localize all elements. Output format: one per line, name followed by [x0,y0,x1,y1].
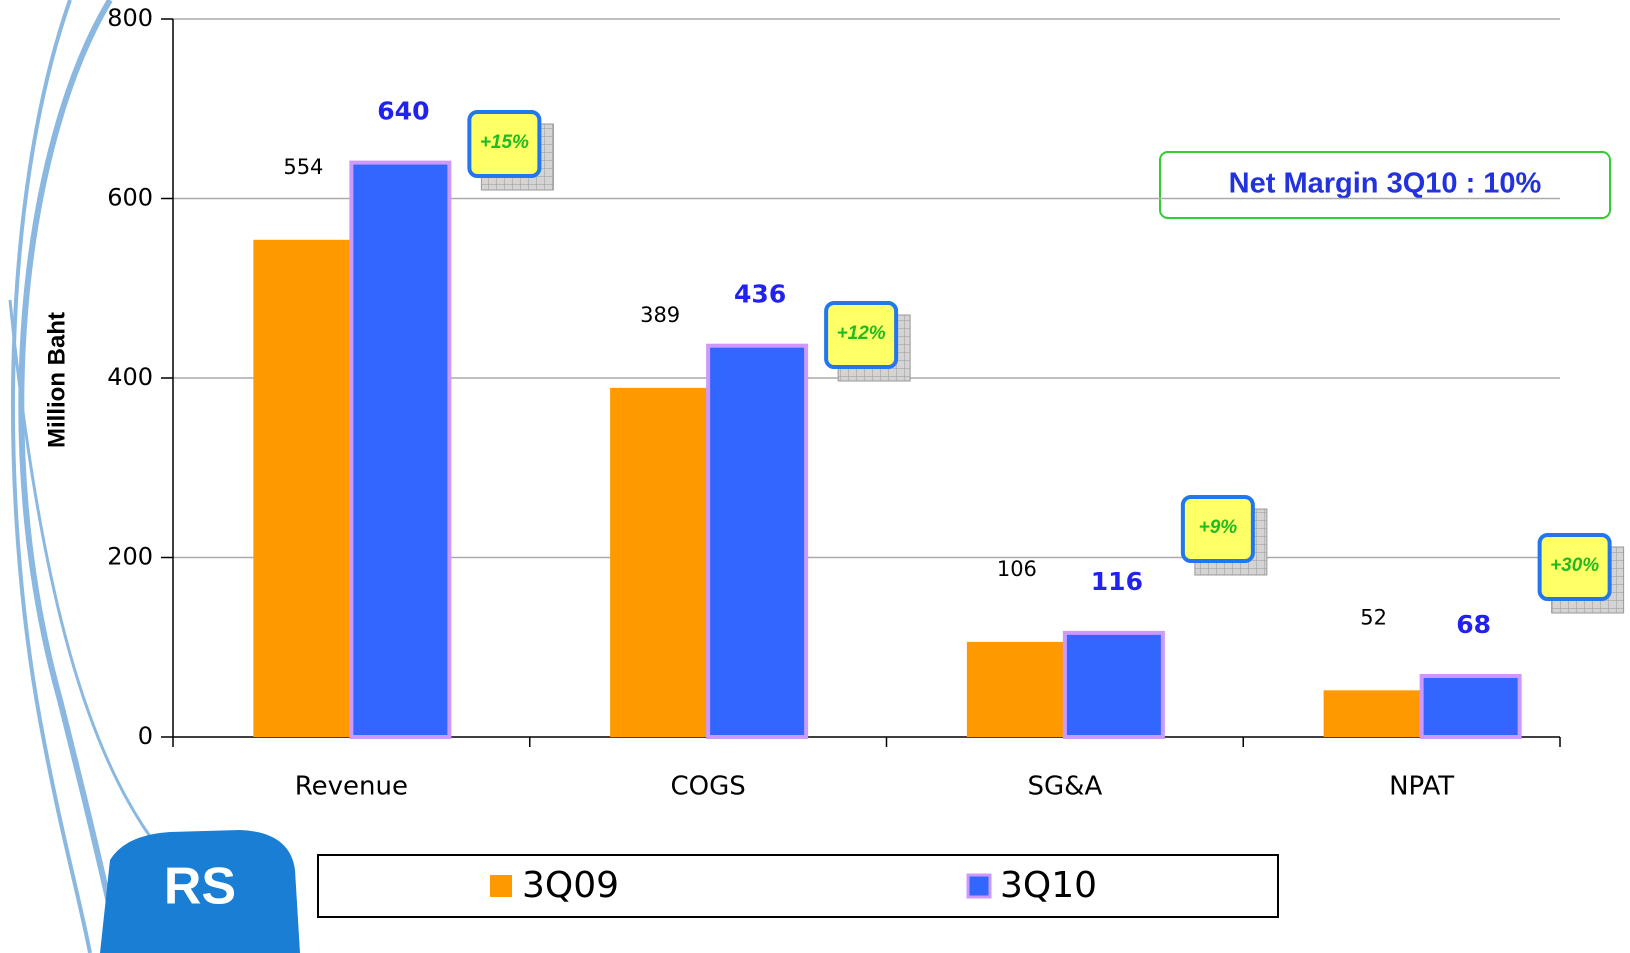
data-label-3q10: 640 [377,97,429,126]
y-tick-label: 600 [107,184,153,212]
bar [1323,690,1422,737]
legend-swatch [966,873,992,899]
x-tick-label: SG&A [1028,772,1103,802]
x-tick-label: NPAT [1389,772,1454,802]
data-label-3q09: 106 [997,557,1037,581]
y-tick-label: 800 [107,4,153,32]
y-tick-label: 200 [107,543,153,571]
bar [1419,673,1522,739]
data-label-3q10: 68 [1456,610,1491,639]
bar [1062,630,1165,740]
data-label-3q10: 436 [734,280,786,309]
note: Net Margin 3Q10 : 10% [1229,168,1542,200]
badge [1180,495,1255,563]
legend-label: 3Q10 [1000,865,1097,906]
decoration [8,0,162,953]
bar [349,160,452,740]
data-label-3q10: 116 [1091,567,1143,596]
annotation: +30% [1550,555,1599,576]
logo-text: RS [164,858,236,916]
y-tick-label: 400 [107,363,153,391]
legend-label: 3Q09 [522,865,619,906]
y-tick-label: 0 [138,722,153,750]
annotation: +15% [480,132,529,153]
bar [966,641,1065,737]
x-tick-label: Revenue [295,772,408,802]
data-label-3q09: 389 [640,303,680,327]
data-label-3q09: 554 [283,155,323,179]
bar [253,239,352,737]
badge [824,301,899,369]
x-tick-label: COGS [670,772,745,802]
bar [706,343,809,739]
data-label-3q09: 52 [1360,605,1387,629]
legend [317,854,1279,918]
bar [610,387,709,737]
badge [1537,533,1612,601]
y-axis-label: Million Baht [43,312,70,448]
annotation: +9% [1199,517,1238,538]
badge [467,110,542,178]
logo: RS [100,830,300,953]
annotation: +12% [837,323,886,344]
legend-swatch [490,875,512,897]
note-box: Net Margin 3Q10 : 10% [1159,151,1611,219]
